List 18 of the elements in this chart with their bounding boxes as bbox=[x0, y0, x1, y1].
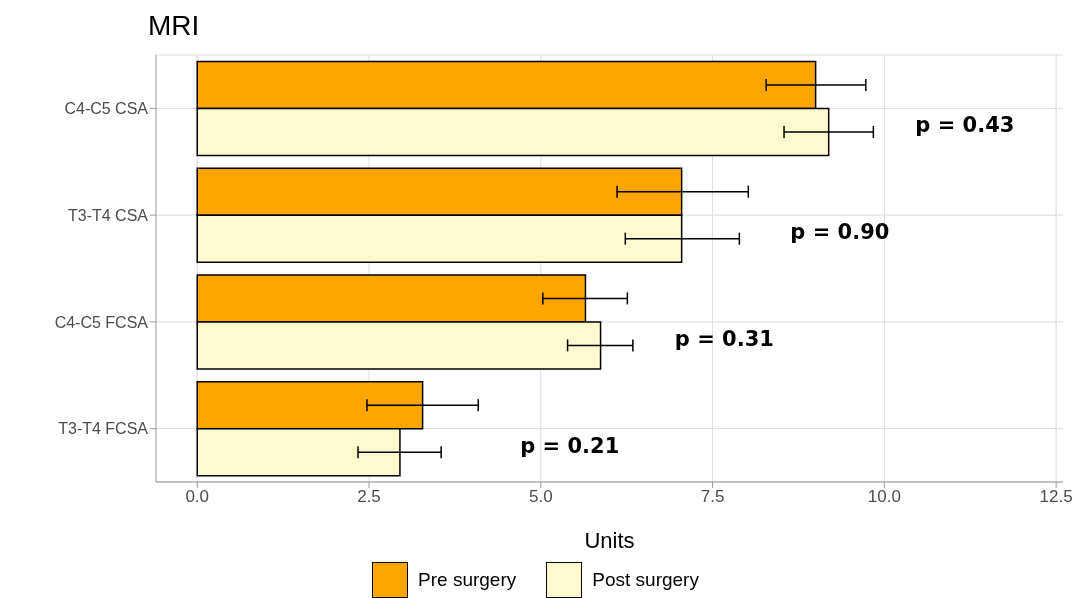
x-tick-label: 0.0 bbox=[185, 487, 210, 507]
annotation: p = 0.31 bbox=[674, 326, 774, 351]
y-tick-label: C4-C5 CSA bbox=[64, 100, 149, 118]
x-axis-title: Units bbox=[584, 528, 635, 553]
y-tick-label: T3-T4 CSA bbox=[67, 206, 149, 224]
x-tick-label: 12.5 bbox=[1039, 487, 1073, 507]
legend-label: Post surgery bbox=[592, 569, 699, 591]
x-tick-label: 2.5 bbox=[357, 487, 381, 507]
annotation: p = 0.21 bbox=[520, 433, 620, 458]
x-tick-label: 5.0 bbox=[528, 487, 553, 507]
annotation: p = 0.43 bbox=[915, 113, 1015, 138]
x-tick-label: 10.0 bbox=[867, 487, 901, 507]
y-tick-label: C4-C5 FCSA bbox=[54, 313, 149, 331]
legend-label: Pre surgery bbox=[418, 569, 517, 591]
x-tick-label: 7.5 bbox=[700, 487, 725, 507]
annotation: p = 0.90 bbox=[790, 220, 890, 245]
chart-title: MRI bbox=[148, 10, 200, 42]
y-tick-label: T3-T4 FCSA bbox=[58, 420, 149, 438]
